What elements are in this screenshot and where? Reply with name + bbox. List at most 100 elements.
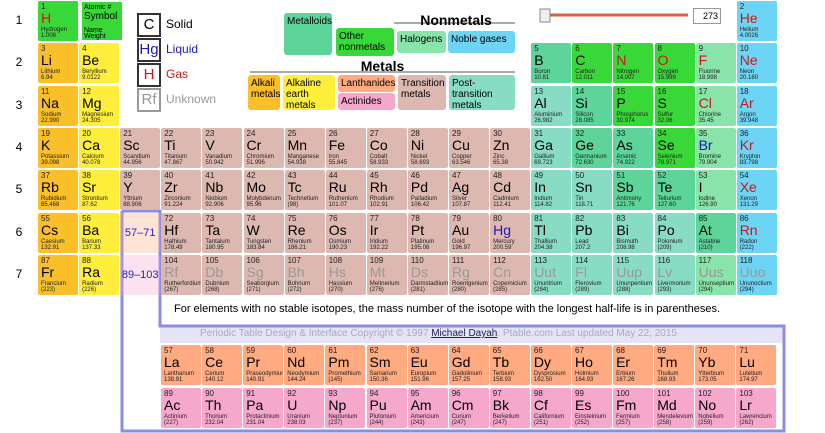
category-legend[interactable]: Transition metals — [398, 75, 446, 110]
element-cell[interactable]: 24 Cr Chromium 51.996 — [243, 127, 284, 168]
element-cell[interactable]: 73 Ta Tantalum 180.95 — [202, 212, 243, 253]
element-cell[interactable]: 59 Pr Praseodymium 140.91 — [243, 345, 284, 385]
element-cell[interactable]: 111 Rg Roentgenium (280) — [449, 254, 489, 295]
element-cell[interactable]: 89 Ac Actinium (227) — [161, 388, 201, 428]
element-cell[interactable]: 2 He Helium 4.0026 — [736, 1, 777, 41]
element-cell[interactable]: 17 Cl Chlorine 35.45 — [695, 85, 736, 126]
element-cell[interactable]: 37 Rb Rubidium 85.468 — [38, 170, 78, 211]
element-cell[interactable]: 64 Gd Gadolinium 157.25 — [448, 345, 489, 385]
element-cell[interactable]: 96 Cm Curium (247) — [448, 388, 489, 428]
element-cell[interactable]: 104 Rf Rutherfordium (267) — [161, 254, 202, 295]
element-cell[interactable]: 15 P Phosphorus 30.974 — [613, 85, 654, 126]
element-cell[interactable]: 34 Se Selenium 78.971 — [654, 127, 695, 168]
element-cell[interactable]: 44 Ru Ruthenium 101.07 — [325, 170, 366, 211]
element-cell[interactable]: 84 Po Polonium (209) — [654, 212, 695, 253]
element-cell[interactable]: 27 Co Cobalt 58.933 — [366, 127, 407, 168]
element-cell[interactable]: 49 In Indium 114.82 — [531, 170, 572, 211]
element-cell[interactable]: 36 Kr Krypton 83.798 — [736, 127, 777, 168]
element-cell[interactable]: 71 Lu Lutetium 174.97 — [736, 345, 777, 385]
category-legend[interactable]: Lanthanides — [338, 75, 396, 92]
element-cell[interactable]: 78 Pt Platinum 195.08 — [407, 212, 448, 253]
element-cell[interactable]: 4 Be Beryllium 9.0122 — [79, 43, 120, 84]
element-cell[interactable]: 63 Eu Europium 151.96 — [407, 345, 448, 385]
element-cell[interactable]: 7 N Nitrogen 14.007 — [613, 43, 654, 84]
element-cell[interactable]: 40 Zr Zirconium 91.224 — [161, 170, 202, 211]
element-cell[interactable]: 68 Er Erbium 167.26 — [613, 345, 654, 385]
element-cell[interactable]: 105 Db Dubnium (268) — [202, 254, 243, 295]
author-link[interactable]: Michael Dayah — [431, 328, 498, 339]
element-cell[interactable]: 29 Cu Copper 63.546 — [449, 127, 489, 168]
element-cell[interactable]: 103 Lr Lawrencium (262) — [736, 388, 777, 428]
element-cell[interactable]: 101 Md Mendelevium (258) — [654, 388, 695, 428]
element-cell[interactable]: 57 La Lanthanum 138.91 — [161, 345, 201, 385]
element-cell[interactable]: 55 Cs Caesium 132.91 — [38, 212, 78, 253]
category-legend[interactable]: Noble gases — [448, 31, 515, 53]
element-cell[interactable]: 41 Nb Niobium 92.906 — [202, 170, 243, 211]
element-cell[interactable]: 18 Ar Argon 39.948 — [736, 85, 777, 126]
element-cell[interactable]: 12 Mg Magnesium 24.305 — [79, 85, 120, 126]
element-cell[interactable]: 75 Re Rhenium 186.21 — [284, 212, 325, 253]
element-cell[interactable]: 22 Ti Titanium 47.867 — [161, 127, 202, 168]
element-cell[interactable]: 21 Sc Scandium 44.956 — [120, 127, 161, 168]
element-cell[interactable]: 82 Pb Lead 207.2 — [572, 212, 613, 253]
element-cell[interactable]: 47 Ag Silver 107.87 — [449, 170, 489, 211]
element-cell[interactable]: 8 O Oxygen 15.999 — [654, 43, 695, 84]
element-cell[interactable]: 90 Th Thorium 232.04 — [202, 388, 243, 428]
element-cell[interactable]: 67 Ho Holmium 164.93 — [572, 345, 612, 385]
element-cell[interactable]: 106 Sg Seaborgium (271) — [243, 254, 284, 295]
category-legend[interactable]: Alkaline earth metals — [283, 75, 335, 111]
element-cell[interactable]: 86 Rn Radon (222) — [736, 212, 777, 253]
temperature-input[interactable]: 273 — [693, 8, 721, 24]
element-cell[interactable]: 52 Te Tellurium 127.60 — [654, 170, 695, 211]
element-cell[interactable]: 115 Uup Ununpentium (288) — [613, 254, 654, 295]
element-cell[interactable]: 70 Yb Ytterbium 173.05 — [695, 345, 736, 385]
series-placeholder[interactable]: 57–71 — [120, 212, 161, 253]
element-cell[interactable]: 97 Bk Berkelium (247) — [489, 388, 530, 428]
element-cell[interactable]: 66 Dy Dysprosium 162.50 — [530, 345, 571, 385]
element-cell[interactable]: 38 Sr Strontium 87.62 — [79, 170, 120, 211]
element-cell[interactable]: 19 K Potassium 39.098 — [38, 127, 78, 168]
element-cell[interactable]: 61 Pm Promethium (145) — [325, 345, 366, 385]
element-cell[interactable]: 23 V Vanadium 50.942 — [202, 127, 243, 168]
element-cell[interactable]: 72 Hf Hafnium 178.49 — [161, 212, 202, 253]
element-cell[interactable]: 25 Mn Manganese 54.938 — [284, 127, 325, 168]
element-cell[interactable]: 77 Ir Iridium 192.22 — [366, 212, 407, 253]
element-cell[interactable]: 116 Lv Livermorium (293) — [654, 254, 695, 295]
element-cell[interactable]: 56 Ba Barium 137.33 — [79, 212, 120, 253]
element-cell[interactable]: 69 Tm Thulium 168.93 — [654, 345, 695, 385]
element-cell[interactable]: 112 Cn Copernicium (285) — [490, 254, 531, 295]
element-cell[interactable]: 54 Xe Xenon 131.29 — [736, 170, 777, 211]
element-cell[interactable]: 107 Bh Bohrium (272) — [284, 254, 325, 295]
element-cell[interactable]: 91 Pa Protactinium 231.04 — [243, 388, 284, 428]
element-cell[interactable]: 76 Os Osmium 190.23 — [325, 212, 366, 253]
element-cell[interactable]: 83 Bi Bismuth 208.98 — [613, 212, 654, 253]
element-cell[interactable]: 95 Am Americium (243) — [407, 388, 448, 428]
element-cell[interactable]: 80 Hg Mercury 200.59 — [490, 212, 531, 253]
element-cell[interactable]: 51 Sb Antimony 121.76 — [613, 170, 654, 211]
element-cell[interactable]: 92 U Uranium 238.03 — [284, 388, 325, 428]
element-cell[interactable]: 117 Uus Ununseptium (294) — [695, 254, 736, 295]
element-cell[interactable]: 110 Ds Darmstadtium (281) — [407, 254, 448, 295]
element-cell[interactable]: 94 Pu Plutonium (244) — [366, 388, 407, 428]
element-cell[interactable]: 118 Uuo Ununoctium (294) — [736, 254, 777, 295]
element-cell[interactable]: 33 As Arsenic 74.922 — [613, 127, 654, 168]
element-cell[interactable]: 43 Tc Technetium (98) — [284, 170, 325, 211]
element-cell[interactable]: 42 Mo Molybdenum 95.96 — [243, 170, 284, 211]
element-cell[interactable]: 114 Fl Flerovium (289) — [572, 254, 613, 295]
element-cell[interactable]: 26 Fe Iron 55.845 — [325, 127, 366, 168]
element-cell[interactable]: 10 Ne Neon 20.180 — [736, 43, 777, 84]
element-cell[interactable]: 87 Fr Francium (223) — [38, 254, 78, 295]
category-legend[interactable]: Other nonmetals — [336, 28, 394, 56]
element-cell[interactable]: 50 Sn Tin 118.71 — [572, 170, 613, 211]
element-cell[interactable]: 108 Hs Hassium (270) — [325, 254, 366, 295]
category-legend[interactable]: Halogens — [397, 31, 446, 53]
element-cell[interactable]: 30 Zn Zinc 65.38 — [490, 127, 531, 168]
element-cell[interactable]: 14 Si Silicon 28.085 — [572, 85, 613, 126]
element-cell[interactable]: 100 Fm Fermium (257) — [613, 388, 654, 428]
element-cell[interactable]: 11 Na Sodium 22.990 — [38, 85, 78, 126]
element-cell[interactable]: 102 No Nobelium (259) — [695, 388, 736, 428]
element-cell[interactable]: 60 Nd Neodymium 144.24 — [284, 345, 325, 385]
element-cell[interactable]: 53 I Iodine 126.90 — [695, 170, 736, 211]
element-cell[interactable]: 9 F Fluorine 18.998 — [695, 43, 736, 84]
element-cell[interactable]: 65 Tb Terbium 158.93 — [489, 345, 530, 385]
